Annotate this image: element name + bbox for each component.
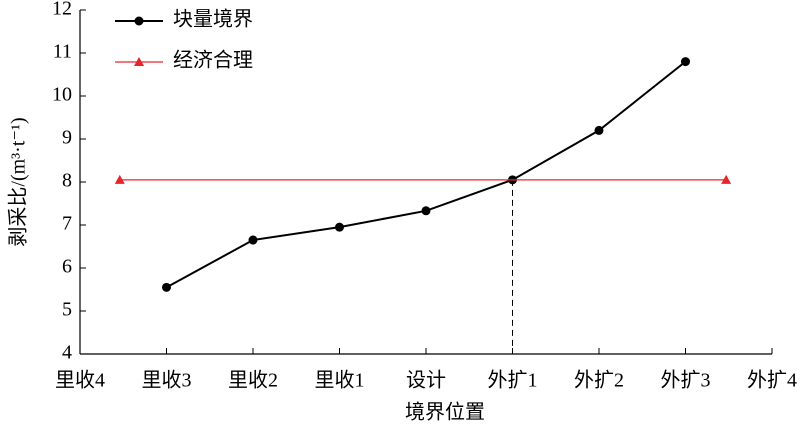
x-tick-label: 里收2	[228, 369, 278, 392]
x-tick-label: 外扩1	[488, 369, 538, 392]
x-tick-label: 里收1	[315, 369, 365, 392]
point	[162, 282, 171, 292]
y-tick-label: 11	[53, 41, 72, 63]
x-tick-label: 外扩3	[661, 369, 711, 392]
x-tick-label: 里收3	[142, 369, 192, 392]
y-tick-label: 10	[52, 84, 72, 106]
y-tick-label: 8	[62, 170, 72, 192]
y-tick-label: 12	[52, 0, 72, 20]
y-tick-label: 9	[62, 127, 72, 149]
legend-label: 块量境界	[173, 8, 253, 31]
legend-marker	[134, 16, 144, 26]
point	[681, 57, 690, 67]
x-tick-label: 外扩4	[747, 369, 797, 392]
x-tick-label: 里收4	[55, 369, 105, 392]
series-line	[166, 60, 687, 289]
point	[335, 222, 344, 232]
x-axis-label: 境界位置	[405, 401, 485, 424]
y-tick-label: 7	[62, 213, 72, 235]
point	[248, 235, 258, 245]
y-tick-label: 5	[62, 299, 72, 321]
point	[114, 174, 125, 184]
x-tick-label: 设计	[406, 369, 446, 392]
legend-label: 经济合理	[173, 49, 253, 72]
legend-marker	[134, 57, 144, 66]
point	[594, 125, 604, 135]
y-tick-label: 4	[62, 342, 72, 364]
y-tick-label: 6	[62, 256, 72, 278]
point	[721, 174, 732, 184]
x-tick-label: 外扩2	[574, 369, 624, 392]
point	[421, 206, 431, 216]
y-axis-label: 剥采比/(m³·t⁻¹)	[7, 117, 30, 246]
